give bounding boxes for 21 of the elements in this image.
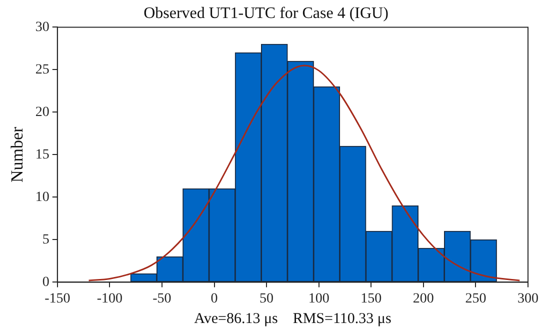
x-tick-label: 300 xyxy=(518,291,538,306)
chart-title: Observed UT1-UTC for Case 4 (IGU) xyxy=(144,4,388,22)
x-tick-label: -50 xyxy=(152,291,172,306)
y-tick-label: 30 xyxy=(35,20,50,35)
y-tick-label: 5 xyxy=(42,232,50,248)
x-tick-label: 150 xyxy=(360,291,382,306)
line-series xyxy=(88,64,520,282)
x-tick-label: -150 xyxy=(44,291,70,306)
y-tick-label: 10 xyxy=(35,190,50,205)
y-tick-label: 0 xyxy=(42,274,50,290)
y-tick-label: 15 xyxy=(35,147,50,162)
x-tick-label: 50 xyxy=(260,291,274,306)
y-tick-label: 25 xyxy=(35,62,50,78)
x-tick-label: 250 xyxy=(465,291,486,306)
x-tick-label: 200 xyxy=(412,291,434,306)
x-tick-label: 100 xyxy=(308,291,330,306)
x-axis-title: Ave=86.13 μs RMS=110.33 μs xyxy=(194,310,392,327)
x-tick-label: -100 xyxy=(96,291,123,306)
y-axis-title: Number xyxy=(8,126,27,183)
x-tick-label: 0 xyxy=(210,291,218,306)
y-tick-label: 20 xyxy=(35,104,50,120)
